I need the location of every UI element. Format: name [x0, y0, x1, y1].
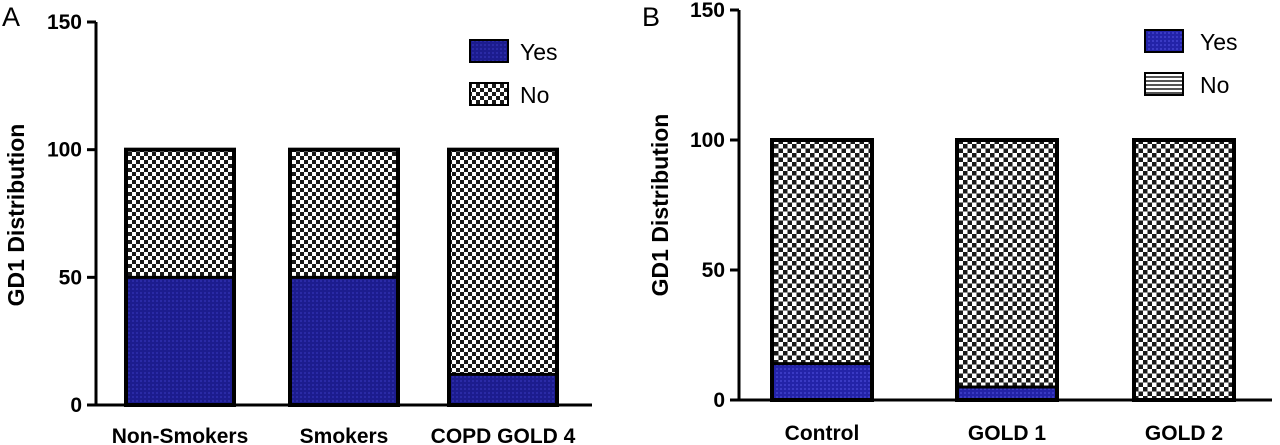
- legend: Yes No: [469, 39, 558, 108]
- bar-outline: [447, 147, 559, 407]
- bar-segment-no: [290, 149, 398, 278]
- y-axis-label: GD1 Distribution: [3, 124, 29, 307]
- legend-swatch-yes: [469, 39, 509, 63]
- legend-swatch-yes: [1144, 29, 1184, 53]
- bar-segment-no: [126, 149, 234, 278]
- legend-swatch-no: [469, 82, 509, 106]
- category-labels: Control GOLD 1 GOLD 2: [785, 422, 1223, 445]
- bar-segment-no: [449, 149, 557, 375]
- legend: Yes No: [1144, 29, 1238, 98]
- panel-letter-a: A: [2, 2, 20, 32]
- y-tick-label: 150: [690, 0, 725, 22]
- bar-segment-yes: [126, 277, 234, 405]
- bar-segment-yes: [772, 363, 872, 400]
- y-tick-label: 150: [47, 11, 82, 34]
- y-tick-label: 0: [70, 394, 82, 417]
- bar-segment-yes: [957, 387, 1057, 400]
- bar-outline: [1132, 138, 1236, 402]
- y-tick-label: 50: [59, 266, 82, 289]
- y-tick-label: 100: [690, 129, 725, 152]
- category-label: GOLD 2: [1145, 422, 1223, 445]
- legend-label-yes: Yes: [1200, 29, 1238, 55]
- bar-outline: [288, 147, 400, 407]
- bar-outline: [770, 138, 874, 402]
- y-axis-label: GD1 Distribution: [647, 114, 673, 297]
- category-labels: Non-Smokers Smokers COPD GOLD 4: [112, 425, 576, 445]
- legend-label-no: No: [1200, 72, 1229, 98]
- category-label: Non-Smokers: [112, 425, 249, 445]
- bars: [770, 138, 1236, 402]
- legend-swatch-no: [1144, 72, 1184, 96]
- panel-letter-b: B: [642, 2, 660, 32]
- y-ticks: 0 50 100 150: [690, 0, 739, 412]
- bar-segment-no: [772, 140, 872, 364]
- y-ticks: 0 50 100 150: [47, 11, 96, 417]
- legend-label-no: No: [520, 82, 549, 108]
- bar-outline: [124, 147, 236, 407]
- panel-a: A GD1 Distribution 0 50 100 150 Non-Smokers…: [2, 2, 592, 445]
- bar-segment-yes: [290, 277, 398, 405]
- category-label: GOLD 1: [968, 422, 1046, 445]
- legend-label-yes: Yes: [520, 39, 558, 65]
- category-label: Smokers: [300, 425, 389, 445]
- category-label: COPD GOLD 4: [431, 425, 576, 445]
- y-tick-label: 0: [713, 389, 725, 412]
- y-tick-label: 50: [702, 259, 725, 282]
- panel-b: B GD1 Distribution 0 50 100 150 Control GOLD…: [642, 0, 1272, 445]
- bar-segment-no: [1134, 140, 1234, 400]
- category-label: Control: [785, 422, 860, 445]
- bar-segment-no: [957, 140, 1057, 387]
- bar-segment-yes: [449, 374, 557, 405]
- bars: [124, 147, 559, 407]
- y-tick-label: 100: [47, 139, 82, 162]
- bar-outline: [955, 138, 1059, 402]
